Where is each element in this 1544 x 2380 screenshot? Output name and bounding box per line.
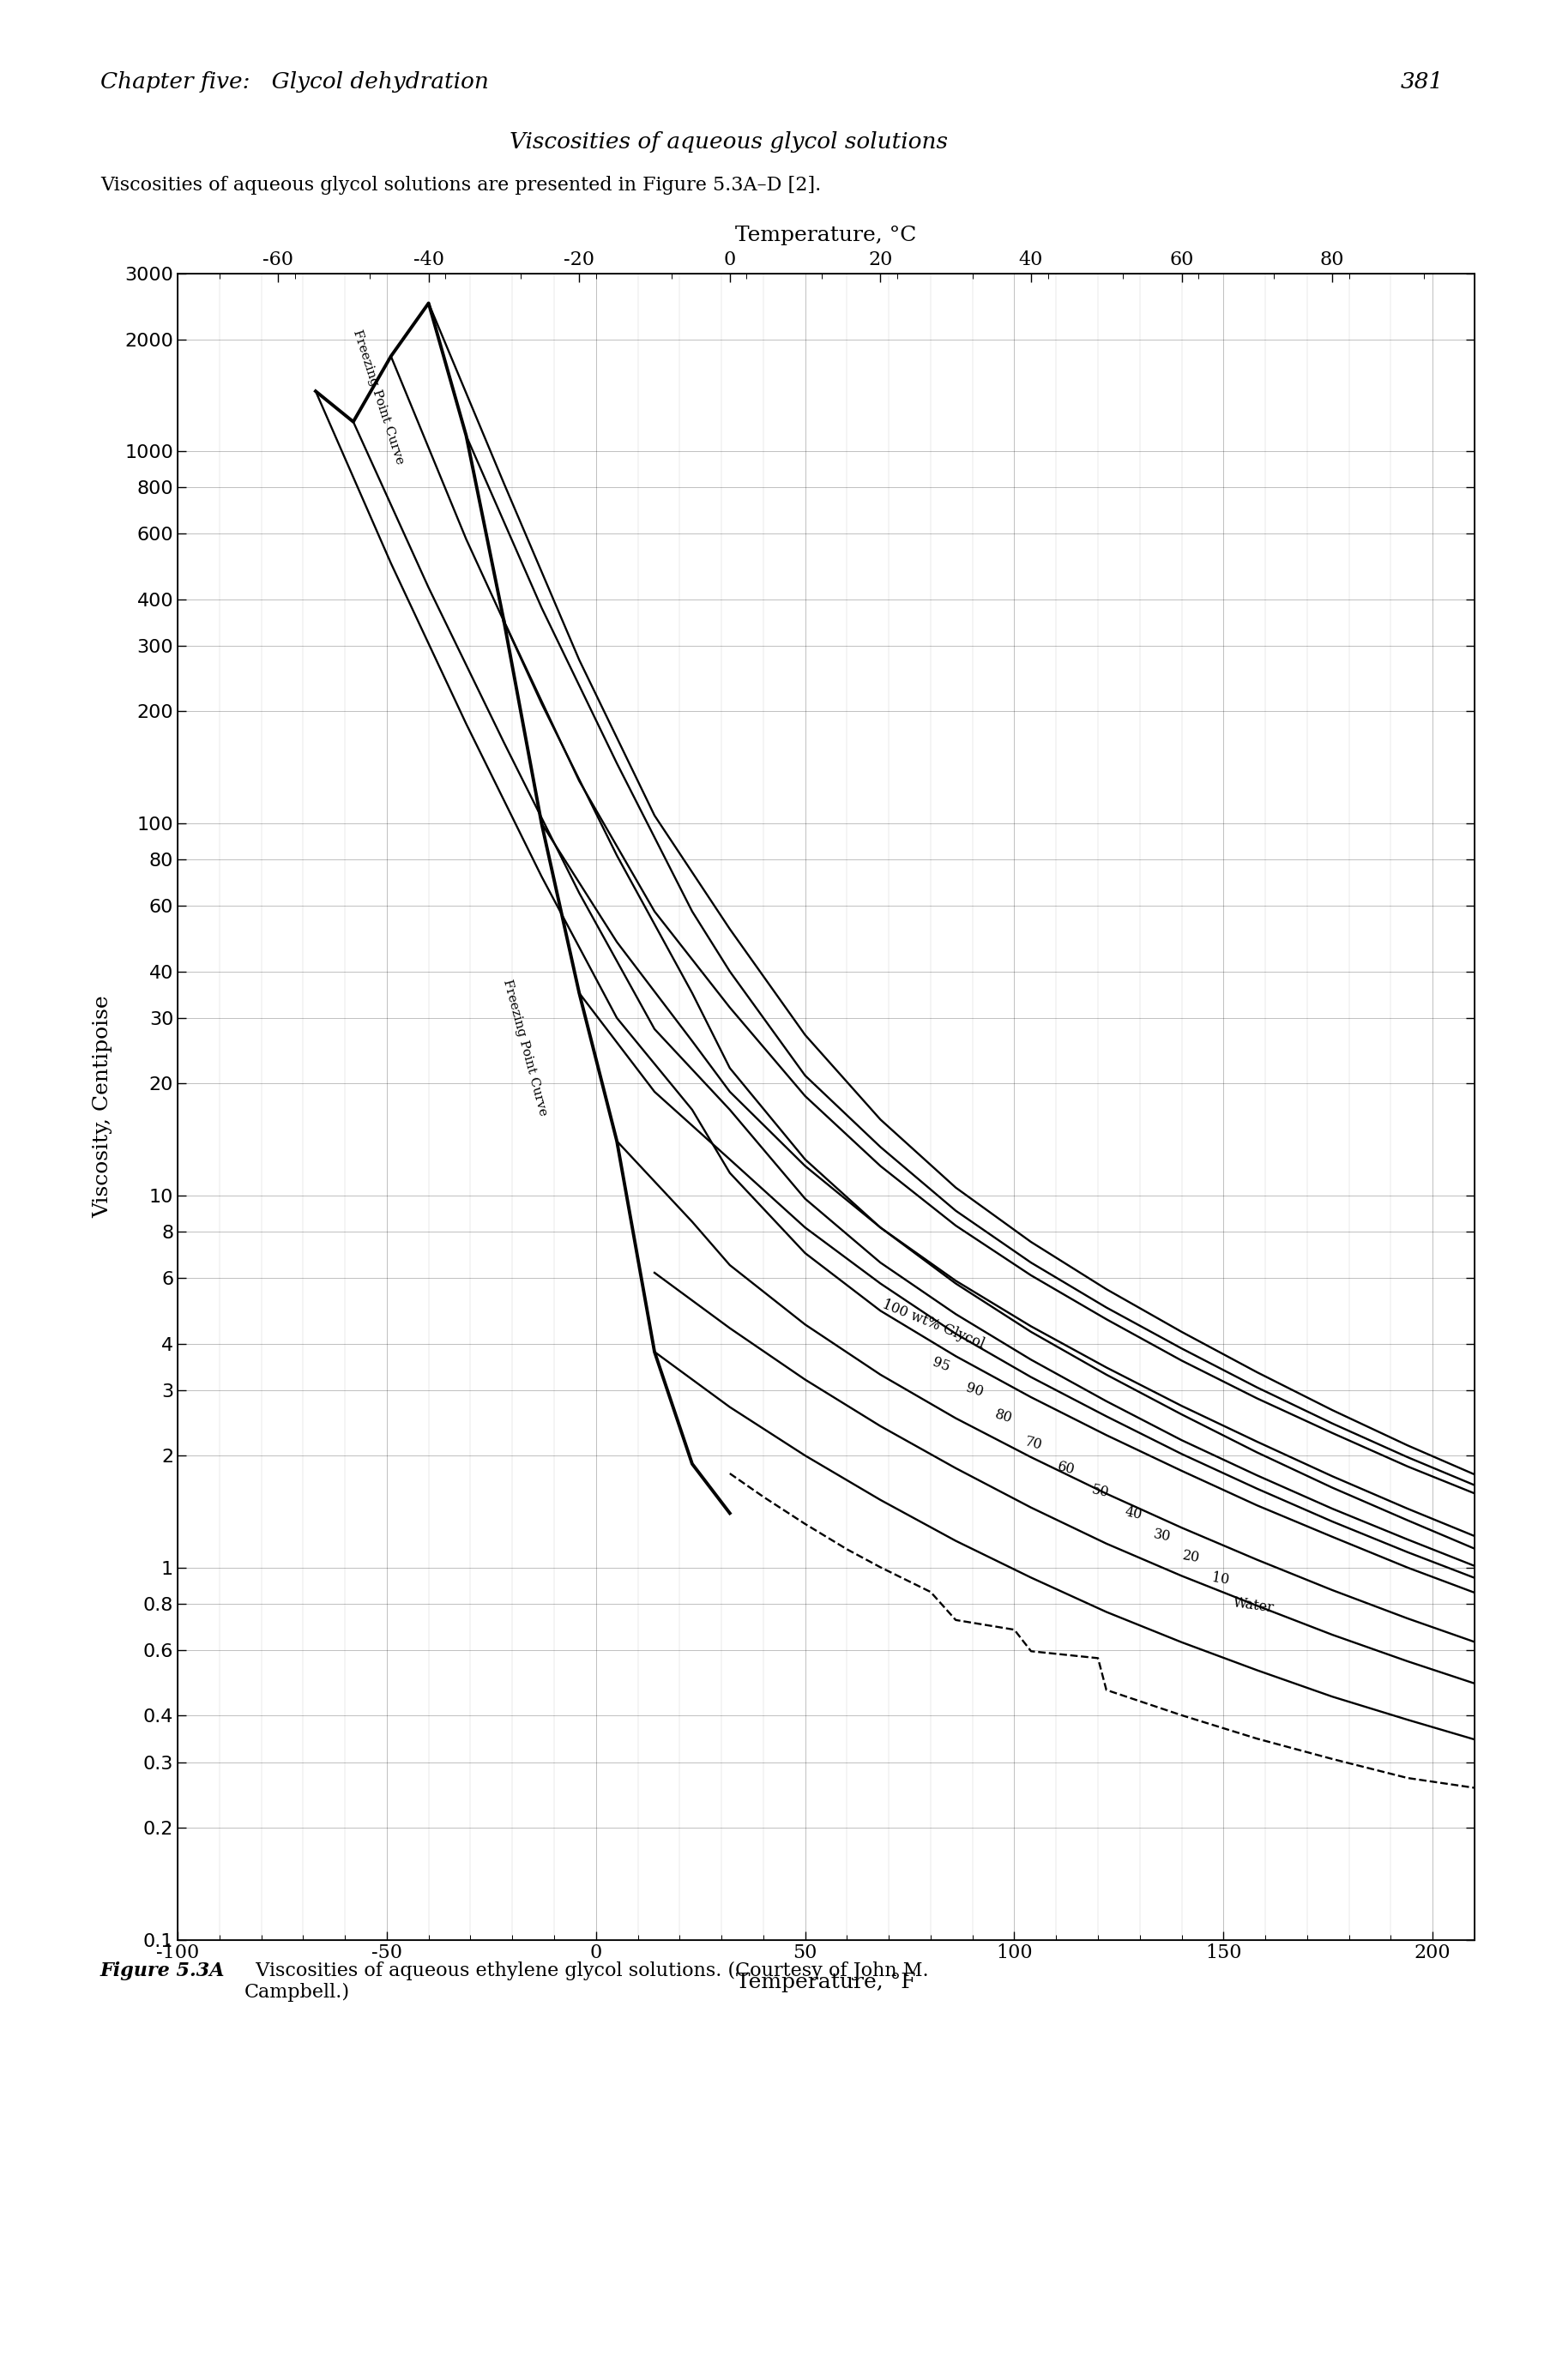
Text: Viscosities of aqueous glycol solutions are presented in Figure 5.3A–D [2].: Viscosities of aqueous glycol solutions … — [100, 176, 821, 195]
Text: Water: Water — [1232, 1595, 1275, 1616]
Text: 10: 10 — [1210, 1571, 1231, 1587]
Text: 80: 80 — [993, 1407, 1014, 1426]
Y-axis label: Viscosity, Centipoise: Viscosity, Centipoise — [93, 995, 113, 1219]
Text: Freezing Point Curve: Freezing Point Curve — [350, 328, 406, 466]
Text: Viscosities of aqueous ethylene glycol solutions. (Courtesy of John M.
Campbell.: Viscosities of aqueous ethylene glycol s… — [244, 1961, 929, 2002]
Text: 30: 30 — [1152, 1526, 1172, 1545]
X-axis label: Temperature, °F: Temperature, °F — [736, 1973, 916, 1992]
Text: 95: 95 — [931, 1354, 953, 1376]
Text: 70: 70 — [1022, 1435, 1044, 1454]
Text: 100 wt% Glycol: 100 wt% Glycol — [880, 1297, 987, 1352]
Text: 40: 40 — [1122, 1504, 1143, 1523]
Text: 90: 90 — [963, 1380, 985, 1399]
Text: 60: 60 — [1056, 1459, 1076, 1478]
Text: 381: 381 — [1400, 71, 1444, 93]
Text: Chapter five:   Glycol dehydration: Chapter five: Glycol dehydration — [100, 71, 489, 93]
Text: 20: 20 — [1181, 1547, 1201, 1566]
Text: Freezing Point Curve: Freezing Point Curve — [500, 978, 548, 1116]
Text: Figure 5.3A: Figure 5.3A — [100, 1961, 225, 1980]
Text: 50: 50 — [1090, 1483, 1110, 1502]
Text: Viscosities of aqueous glycol solutions: Viscosities of aqueous glycol solutions — [510, 131, 948, 152]
X-axis label: Temperature, °C: Temperature, °C — [735, 226, 917, 245]
